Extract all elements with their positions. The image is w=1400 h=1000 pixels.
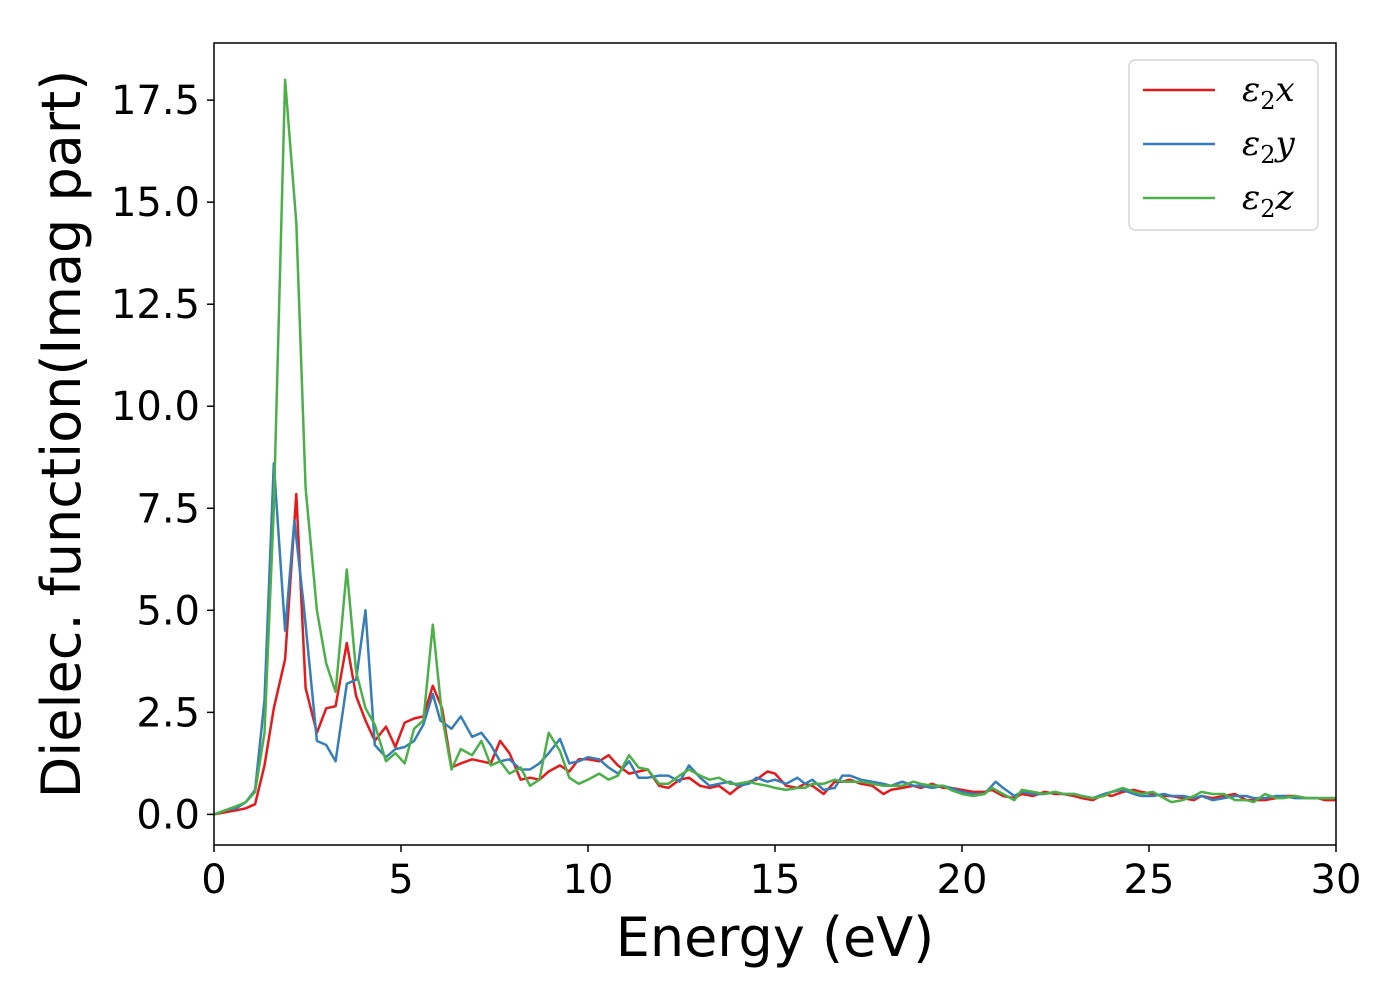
x-tick-label: 25 bbox=[1124, 857, 1175, 903]
y-tick-label: 10.0 bbox=[111, 384, 200, 430]
y-tick-label: 12.5 bbox=[111, 282, 200, 328]
plot-area bbox=[214, 78, 1336, 816]
y-tick-label: 17.5 bbox=[111, 78, 200, 124]
x-tick-label: 15 bbox=[750, 857, 801, 903]
x-tick-label: 0 bbox=[201, 857, 226, 903]
x-axis-ticks: 0 5 10 15 20 25 30 bbox=[201, 845, 1361, 903]
y-tick-label: 0.0 bbox=[136, 792, 200, 838]
y-axis-label: Dielec. function(Imag part) bbox=[30, 70, 93, 799]
y-tick-label: 7.5 bbox=[136, 486, 200, 532]
x-tick-label: 5 bbox=[388, 857, 413, 903]
y-tick-label: 5.0 bbox=[136, 588, 200, 634]
x-axis-label: Energy (eV) bbox=[616, 906, 935, 969]
series-line-1 bbox=[214, 492, 1336, 816]
y-tick-label: 2.5 bbox=[136, 690, 200, 736]
x-tick-label: 20 bbox=[937, 857, 988, 903]
y-axis-ticks: 0.0 2.5 5.0 7.5 10.0 12.5 15.0 17.5 bbox=[111, 78, 214, 838]
x-tick-label: 10 bbox=[563, 857, 614, 903]
y-tick-label: 15.0 bbox=[111, 180, 200, 226]
plot-frame bbox=[213, 42, 1337, 846]
legend-box bbox=[1128, 59, 1319, 231]
series-line-2 bbox=[214, 462, 1336, 816]
series-line-3 bbox=[214, 78, 1336, 816]
legend-label: ε2y bbox=[1242, 124, 1296, 169]
x-tick-label: 30 bbox=[1311, 857, 1362, 903]
